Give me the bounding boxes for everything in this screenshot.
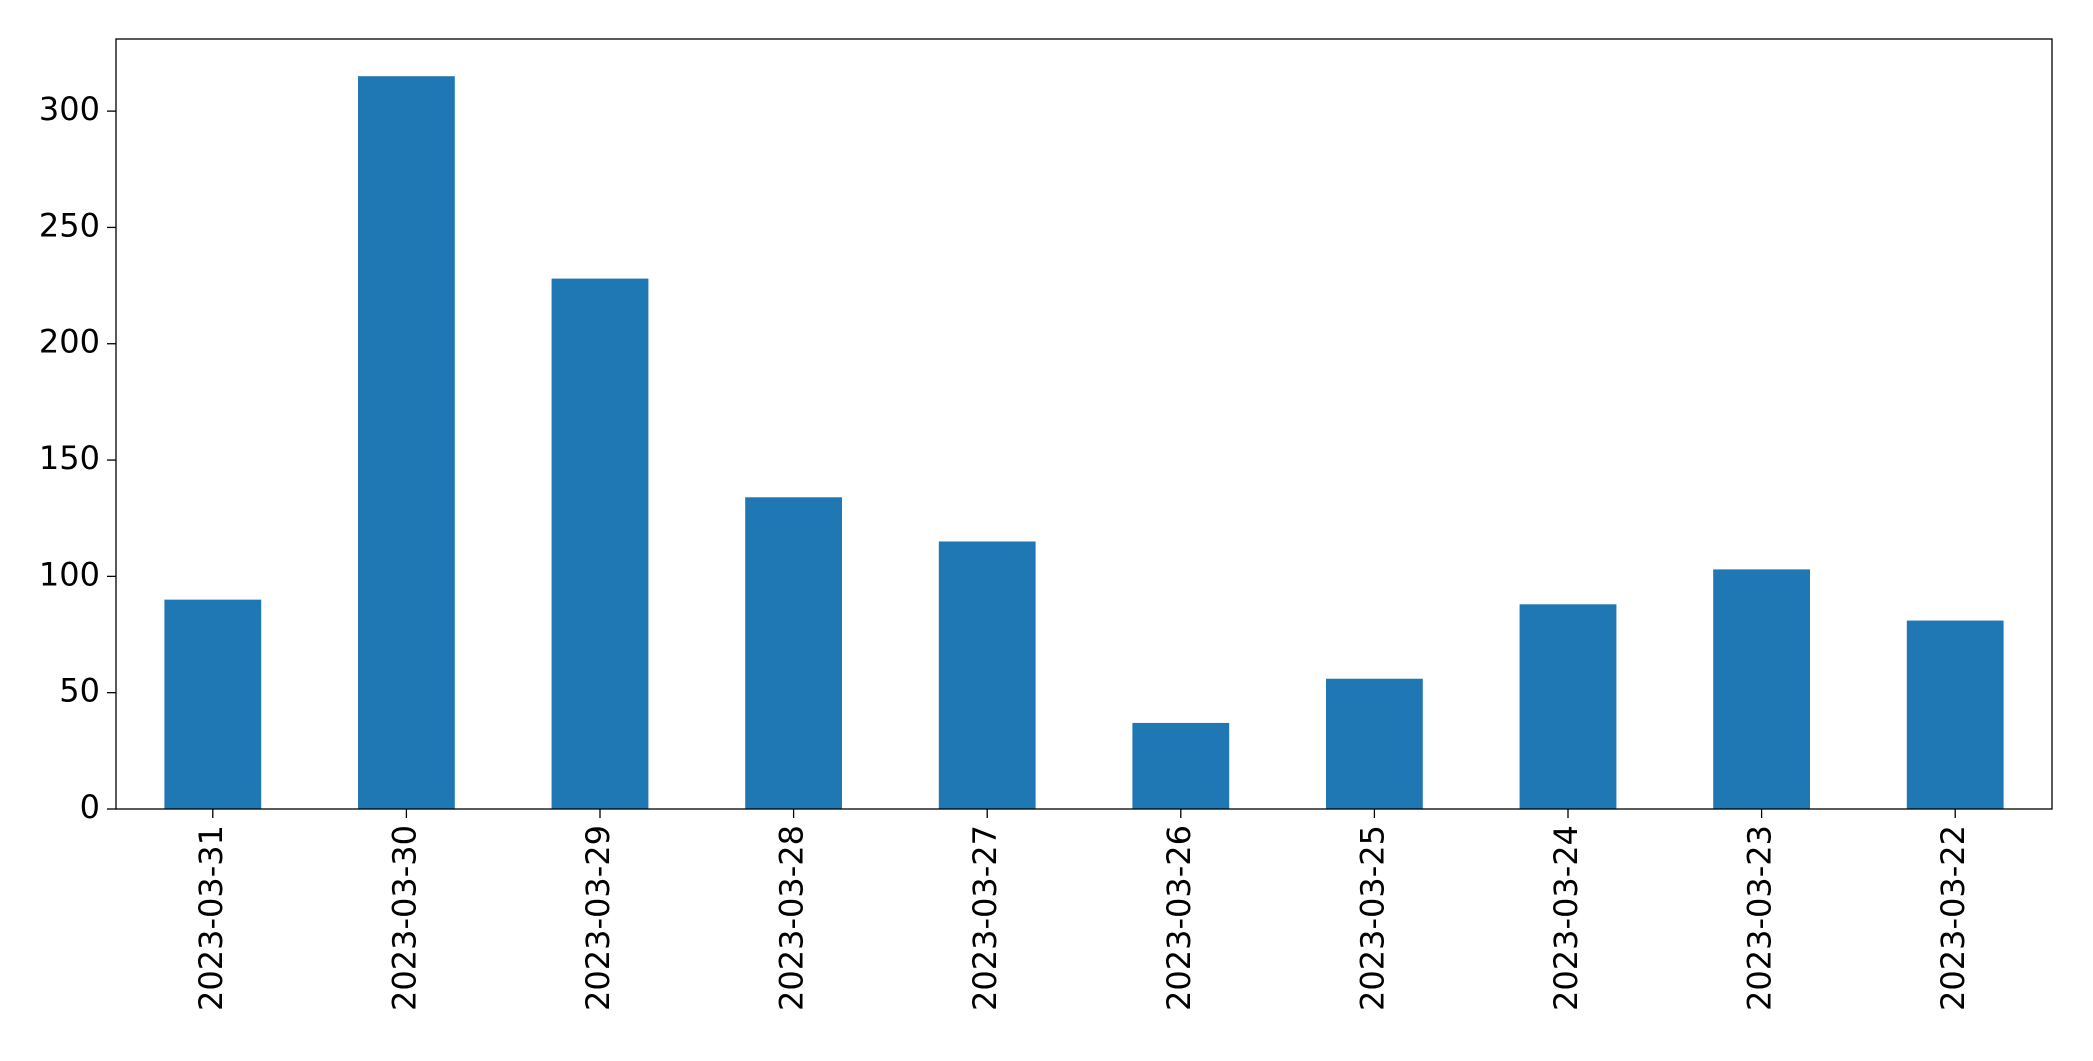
y-tick-label: 0 xyxy=(80,788,100,826)
x-tick-label: 2023-03-26 xyxy=(1160,825,1198,1011)
bar xyxy=(1132,722,1230,809)
bar xyxy=(1519,604,1617,809)
x-tick-label: 2023-03-25 xyxy=(1353,825,1391,1011)
y-tick-label: 50 xyxy=(59,672,100,710)
bar xyxy=(1713,569,1810,809)
y-tick-label: 250 xyxy=(39,206,100,244)
bar xyxy=(164,599,262,809)
bar xyxy=(938,541,1036,809)
y-tick-label: 100 xyxy=(39,555,100,593)
x-tick-label: 2023-03-28 xyxy=(773,825,811,1011)
x-tick-label: 2023-03-23 xyxy=(1741,825,1779,1011)
y-tick-label: 300 xyxy=(39,90,100,128)
y-tick-label: 150 xyxy=(39,439,100,477)
bar xyxy=(745,497,842,809)
bar xyxy=(358,76,455,810)
x-tick-label: 2023-03-31 xyxy=(192,825,230,1011)
bar xyxy=(551,278,649,809)
x-tick-label: 2023-03-27 xyxy=(966,825,1004,1011)
bar xyxy=(1906,620,2004,809)
plot-frame xyxy=(115,38,2053,810)
y-tick-label: 200 xyxy=(39,323,100,361)
x-tick-label: 2023-03-24 xyxy=(1547,825,1585,1011)
x-tick-label: 2023-03-29 xyxy=(579,825,617,1011)
x-tick-label: 2023-03-22 xyxy=(1934,825,1972,1011)
x-tick-label: 2023-03-30 xyxy=(385,825,423,1011)
bar xyxy=(1326,678,1423,809)
